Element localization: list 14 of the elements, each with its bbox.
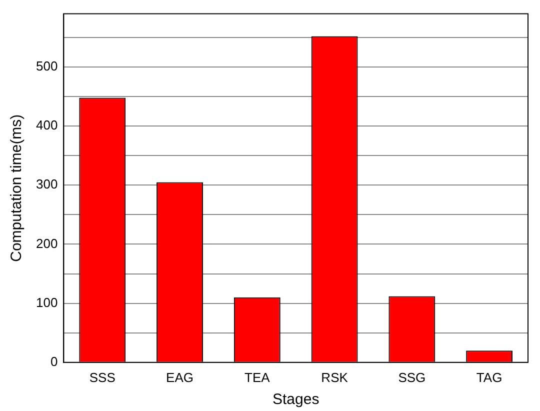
- y-tick-label: 0: [50, 354, 58, 369]
- x-tick-label: SSS: [89, 370, 116, 385]
- x-tick-label: TAG: [476, 370, 502, 385]
- y-tick-label: 500: [36, 58, 58, 74]
- y-axis-title: Computation time(ms): [8, 114, 26, 262]
- y-tick-label: 400: [36, 118, 58, 133]
- x-axis-title: Stages: [272, 391, 320, 408]
- y-tick-label: 100: [36, 294, 58, 310]
- y-tick-label: 200: [36, 236, 58, 251]
- x-tick-label: SSG: [398, 370, 426, 385]
- x-tick-label: RSK: [321, 370, 348, 385]
- x-tick-label: TEA: [244, 370, 270, 385]
- y-tick-label: 300: [36, 176, 58, 192]
- x-tick-label: EAG: [166, 370, 194, 385]
